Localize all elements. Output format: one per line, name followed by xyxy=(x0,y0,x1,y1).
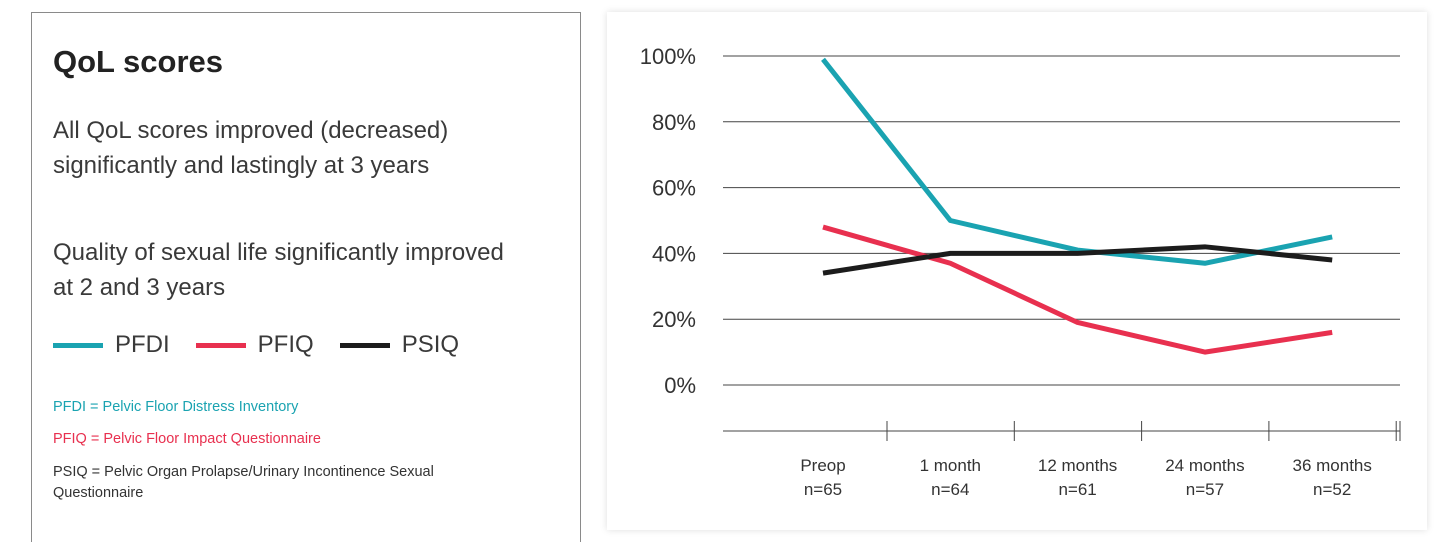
y-tick-label-60: 60% xyxy=(652,176,696,201)
legend-swatch-psiq xyxy=(339,342,390,348)
y-tick-label-80: 80% xyxy=(652,110,696,135)
y-tick-label-40: 40% xyxy=(652,241,696,266)
series-line-pfdi xyxy=(821,57,1333,266)
legend-label-pfiq: PFIQ xyxy=(257,331,314,358)
legend-swatch-pfdi xyxy=(53,342,103,348)
x-tick-n-label-2: n=61 xyxy=(1058,480,1096,499)
series-line-pfiq xyxy=(822,224,1333,355)
x-tick-label-2: 12 months xyxy=(1038,456,1117,475)
x-tick-label-4: 36 months xyxy=(1293,456,1372,475)
y-tick-label-100: 100% xyxy=(640,44,696,69)
x-tick-n-label-3: n=57 xyxy=(1186,480,1224,499)
x-tick-n-label-0: n=65 xyxy=(804,480,842,499)
legend-swatch-pfiq xyxy=(195,342,246,348)
x-tick-n-label-1: n=64 xyxy=(931,480,969,499)
info-bullet-improved: All QoL scores improved (decreased) sign… xyxy=(53,117,449,179)
x-tick-label-3: 24 months xyxy=(1165,456,1244,475)
info-bullet-sexual-life: Quality of sexual life significantly imp… xyxy=(53,239,504,301)
chart-panel: 0% 20% 40% 60% 80% 100% Preop n=65 1 month n=64 12… xyxy=(607,12,1427,530)
definition-pfdi: PFDI = Pelvic Floor Distress Inventory xyxy=(53,399,299,415)
x-tick-label-0: Preop xyxy=(800,456,845,475)
legend-item-pfiq: PFIQ xyxy=(195,331,314,359)
definition-psiq: PSIQ = Pelvic Organ Prolapse/Urinary Inc… xyxy=(53,464,434,501)
info-panel xyxy=(31,12,581,542)
y-tick-label-0: 0% xyxy=(664,373,696,398)
legend-label-psiq: PSIQ xyxy=(401,331,460,358)
info-title: QoL scores xyxy=(53,44,224,79)
x-tick-label-1: 1 month xyxy=(920,456,981,475)
y-tick-label-20: 20% xyxy=(652,307,696,332)
legend-item-pfdi: PFDI xyxy=(53,331,170,359)
definition-pfiq: PFIQ = Pelvic Floor Impact Questionnaire xyxy=(53,431,321,447)
qol-line-chart: 0% 20% 40% 60% 80% 100% Preop n=65 1 month n=64 12… xyxy=(640,44,1401,499)
legend-label-pfdi: PFDI xyxy=(115,331,170,358)
series-line-psiq xyxy=(822,244,1333,276)
legend-item-psiq: PSIQ xyxy=(339,331,460,359)
x-tick-n-label-4: n=52 xyxy=(1313,480,1351,499)
legend: PFDI PFIQ PSIQ xyxy=(53,331,485,359)
